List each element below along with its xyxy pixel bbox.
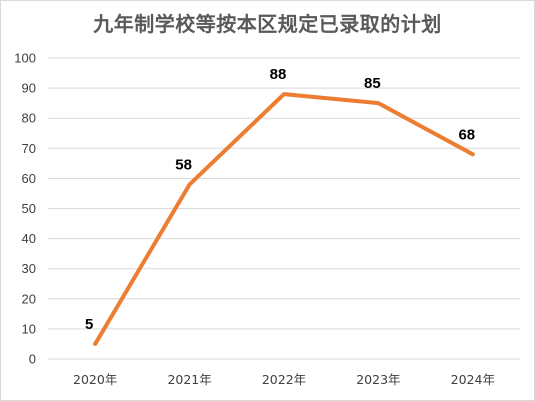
data-label: 58	[175, 156, 192, 173]
y-tick-label: 0	[29, 352, 36, 367]
y-tick-label: 80	[22, 111, 36, 126]
y-tick-label: 30	[22, 261, 36, 276]
x-tick-label: 2024年	[451, 372, 495, 387]
data-label: 88	[270, 66, 287, 83]
y-tick-label: 90	[22, 81, 36, 96]
y-tick-label: 10	[22, 321, 36, 336]
x-tick-label: 2021年	[167, 372, 211, 387]
data-label: 85	[364, 75, 381, 92]
data-label: 68	[458, 126, 475, 143]
x-tick-label: 2022年	[262, 372, 306, 387]
series-line	[93, 92, 475, 346]
y-tick-label: 70	[22, 141, 36, 156]
x-tick-label: 2020年	[73, 372, 117, 387]
data-label: 5	[85, 316, 93, 333]
x-tick-label: 2023年	[356, 372, 400, 387]
y-tick-label: 40	[22, 231, 36, 246]
y-tick-label: 60	[22, 171, 36, 186]
chart-title: 九年制学校等按本区规定已录取的计划	[93, 12, 442, 36]
y-tick-label: 100	[14, 51, 36, 66]
y-tick-label: 50	[22, 201, 36, 216]
y-tick-label: 20	[22, 291, 36, 306]
